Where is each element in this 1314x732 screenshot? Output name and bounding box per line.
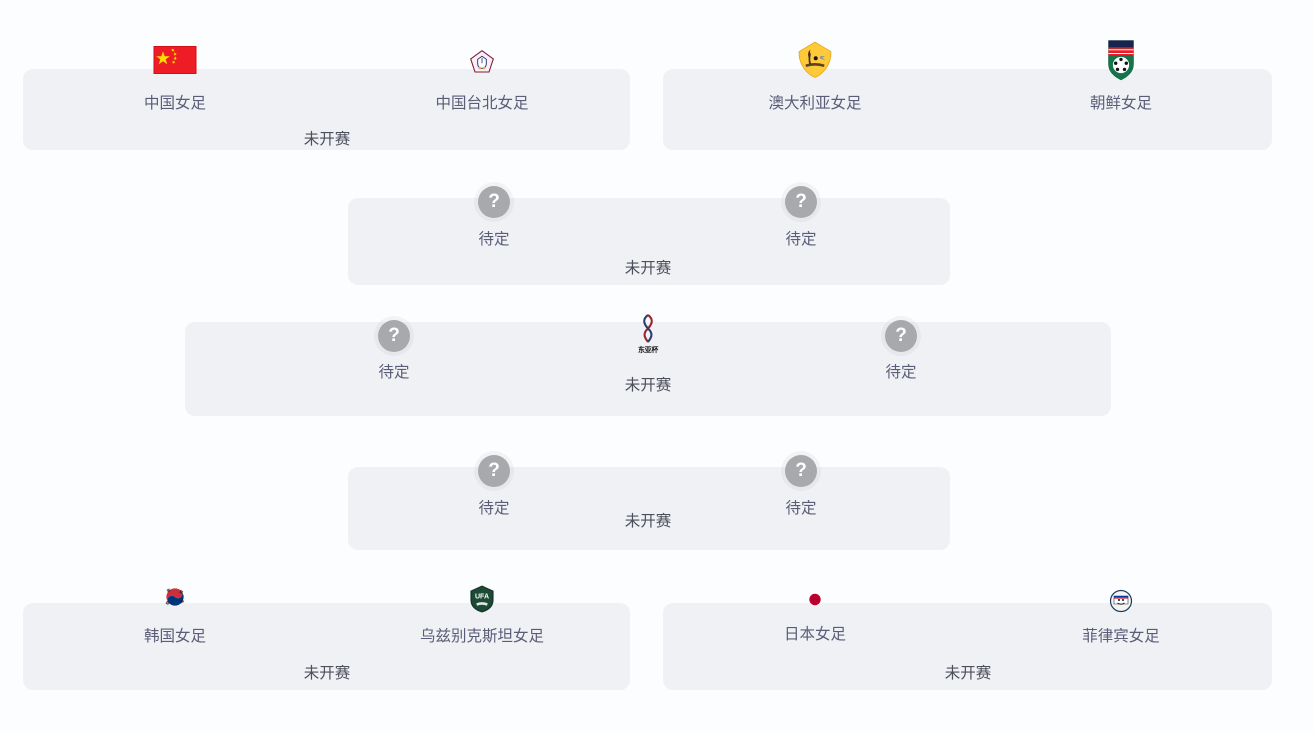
svg-text:UFA: UFA <box>475 594 489 601</box>
